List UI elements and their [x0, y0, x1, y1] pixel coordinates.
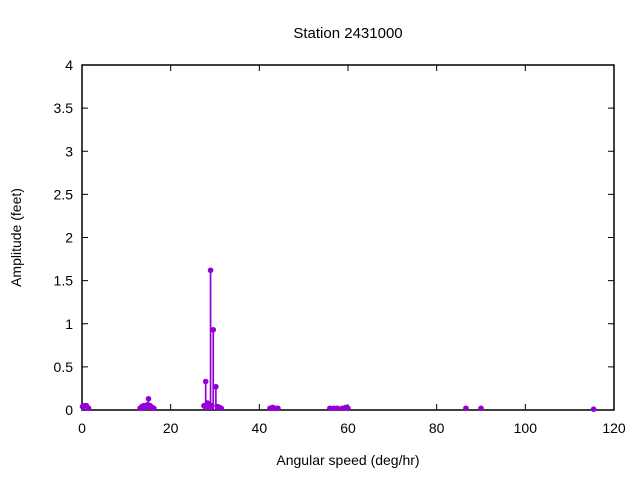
data-point [478, 405, 484, 412]
x-tick-label: 0 [78, 420, 86, 436]
y-axis-label: Amplitude (feet) [8, 188, 24, 287]
data-point [210, 326, 217, 333]
plot-border [81, 64, 615, 411]
data-point [207, 267, 214, 274]
x-tick-label: 120 [602, 420, 626, 436]
data-point [145, 395, 152, 402]
data-point [202, 378, 209, 385]
data-point [463, 405, 469, 412]
data-point [85, 405, 92, 412]
y-tick-label: 4 [65, 57, 73, 73]
y-tick-label: 2 [65, 230, 73, 246]
y-tick-label: 1 [65, 316, 73, 332]
y-tick-label: 3.5 [54, 100, 74, 116]
x-axis-label: Angular speed (deg/hr) [276, 452, 419, 468]
y-tick-label: 1.5 [54, 273, 74, 289]
data-point [209, 402, 215, 409]
data-point [327, 405, 333, 412]
data-point [275, 405, 281, 412]
data-point [213, 383, 219, 390]
data-point [590, 406, 597, 412]
data-point [151, 405, 157, 412]
x-tick-label: 100 [514, 420, 538, 436]
x-tick-label: 20 [163, 420, 179, 436]
y-tick-label: 0.5 [54, 359, 74, 375]
x-tick-label: 80 [429, 420, 445, 436]
x-tick-label: 60 [340, 420, 356, 436]
x-tick-label: 40 [252, 420, 268, 436]
y-tick-label: 0 [65, 402, 73, 418]
y-tick-label: 2.5 [54, 186, 74, 202]
data-point [218, 405, 225, 412]
y-tick-label: 3 [65, 143, 73, 159]
data-point [345, 405, 351, 412]
data-point [334, 405, 341, 412]
chart-title: Station 2431000 [293, 25, 402, 42]
